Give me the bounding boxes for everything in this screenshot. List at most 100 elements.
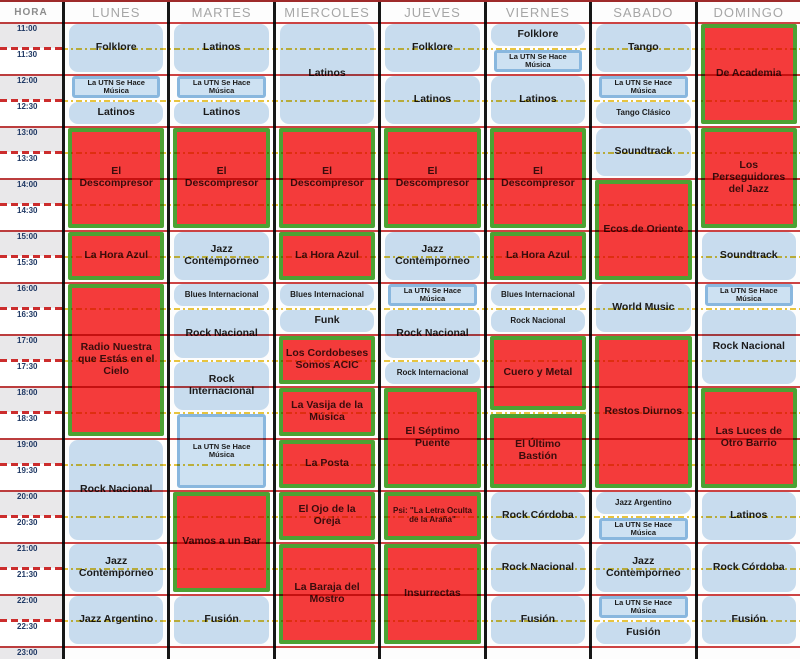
program-cell[interactable]: La UTN Se Hace Música	[72, 76, 161, 98]
program-cell[interactable]: Latinos	[174, 102, 269, 124]
program-cell[interactable]: Soundtrack	[701, 232, 796, 280]
program-cell[interactable]: Jazz Argentino	[596, 492, 691, 514]
time-band: 15:00	[0, 230, 62, 256]
program-cell[interactable]: Rock Internacional	[385, 362, 480, 384]
program-cell[interactable]: Rock Nacional	[701, 310, 796, 384]
program-cell[interactable]: Jazz Contemporneo	[385, 232, 480, 280]
program-cell[interactable]: Tango	[596, 24, 691, 72]
program-cell[interactable]: Fusión	[174, 596, 269, 644]
program-cell[interactable]: Rock Nacional	[385, 310, 480, 358]
program-cell[interactable]: El Descompresor	[384, 128, 481, 228]
program-cell[interactable]: El Séptimo Puente	[384, 388, 481, 488]
time-band: 13:30	[0, 151, 62, 178]
program-cell[interactable]: Blues Internacional	[490, 284, 586, 306]
time-band: 22:00	[0, 594, 62, 620]
time-band: 18:00	[0, 386, 62, 412]
program-cell[interactable]: Rock Córdoba	[490, 492, 586, 540]
program-cell[interactable]: El Descompresor	[278, 128, 376, 228]
day-column-viernes: VIERNES Folklore La UTN Se Hace Música Lati…	[483, 2, 589, 659]
program-cell[interactable]: Blues Internacional	[279, 284, 375, 306]
day-header: LUNES	[92, 4, 141, 20]
program-cell[interactable]: Jazz Contemporneo	[69, 544, 164, 592]
program-cell[interactable]: La UTN Se Hace Música	[177, 414, 266, 488]
day-column-domingo: DOMINGO De Academia Los Perseguidores del …	[694, 2, 800, 659]
day-column-lunes: LUNES Folklore La UTN Se Hace Música Latino…	[62, 2, 167, 659]
program-cell[interactable]: La Hora Azul	[278, 232, 376, 280]
program-cell[interactable]: La UTN Se Hace Música	[599, 596, 688, 618]
program-cell[interactable]: World Music	[596, 284, 691, 332]
program-cell[interactable]: Tango Clásico	[596, 102, 691, 124]
program-cell[interactable]: Fusión	[490, 596, 586, 644]
program-cell[interactable]: Jazz Contemporneo	[596, 544, 691, 592]
program-cell[interactable]: Latinos	[385, 76, 480, 124]
time-band: 21:00	[0, 542, 62, 568]
program-cell[interactable]: Latinos	[279, 24, 375, 124]
program-cell[interactable]: De Academia	[700, 24, 797, 124]
program-cell[interactable]: Rock Nacional	[490, 544, 586, 592]
program-cell[interactable]: Rock Nacional	[174, 310, 269, 358]
time-band: 13:00	[0, 126, 62, 152]
program-cell[interactable]: Radio Nuestra que Estás en el Cielo	[68, 284, 165, 436]
program-cell[interactable]: Insurrectas	[384, 544, 481, 644]
day-column-miercoles: MIERCOLES Latinos El Descompresor La Hora A…	[272, 2, 378, 659]
program-cell[interactable]: Psi: "La Letra Oculta de la Araña"	[384, 492, 481, 540]
program-cell[interactable]: Folklore	[69, 24, 164, 72]
program-cell[interactable]: Fusión	[701, 596, 796, 644]
day-columns: LUNES Folklore La UTN Se Hace Música Latino…	[62, 2, 800, 659]
time-label: 17:00	[17, 336, 38, 345]
day-header: JUEVES	[404, 4, 461, 20]
program-cell[interactable]: Folklore	[385, 24, 480, 72]
time-column: HORA 11:00 11:30 12:00 12:30 13:00 13:30 14:00…	[0, 2, 62, 659]
program-cell[interactable]: Latinos	[174, 24, 269, 72]
program-cell[interactable]: Soundtrack	[596, 128, 691, 176]
time-band: 23:00	[0, 646, 62, 659]
program-cell[interactable]: Rock Internacional	[174, 362, 269, 410]
time-band: 14:00	[0, 178, 62, 204]
program-cell[interactable]: La UTN Se Hace Música	[388, 284, 477, 306]
program-cell[interactable]: Las Luces de Otro Barrio	[700, 388, 797, 488]
program-cell[interactable]: Los Cordobeses Somos ACIC	[278, 336, 376, 384]
time-label: 22:30	[17, 622, 38, 631]
program-cell[interactable]: La Baraja del Mostro	[278, 544, 376, 644]
day-header: MARTES	[191, 4, 252, 20]
program-cell[interactable]: Ecos de Oriente	[595, 180, 692, 280]
time-label: 12:30	[17, 102, 38, 111]
time-column-header: HORA	[14, 6, 48, 18]
program-cell[interactable]: Los Perseguidores del Jazz	[700, 128, 797, 228]
time-label: 19:30	[17, 466, 38, 475]
program-cell[interactable]: La Posta	[278, 440, 376, 488]
time-band: 17:30	[0, 359, 62, 386]
program-cell[interactable]: La Vasija de la Música	[278, 388, 376, 436]
program-cell[interactable]: El Ojo de la Oreja	[278, 492, 376, 540]
program-cell[interactable]: Folklore	[490, 24, 586, 46]
program-cell[interactable]: El Descompresor	[173, 128, 270, 228]
time-band: 15:30	[0, 255, 62, 282]
time-band: 19:00	[0, 438, 62, 464]
program-cell[interactable]: Funk	[279, 310, 375, 332]
program-cell[interactable]: Rock Nacional	[490, 310, 586, 332]
program-cell[interactable]: Restos Diurnos	[595, 336, 692, 488]
program-cell[interactable]: Fusión	[596, 622, 691, 644]
program-cell[interactable]: Latinos	[701, 492, 796, 540]
program-cell[interactable]: Rock Nacional	[69, 440, 164, 540]
program-cell[interactable]: Blues Internacional	[174, 284, 269, 306]
program-cell[interactable]: La UTN Se Hace Música	[493, 50, 583, 72]
program-cell[interactable]: El Descompresor	[489, 128, 587, 228]
program-cell[interactable]: La UTN Se Hace Música	[599, 76, 688, 98]
day-column-martes: MARTES Latinos La UTN Se Hace Música Latino…	[167, 2, 272, 659]
program-cell[interactable]: La UTN Se Hace Música	[177, 76, 266, 98]
program-cell[interactable]: La Hora Azul	[68, 232, 165, 280]
program-cell[interactable]: La UTN Se Hace Música	[704, 284, 793, 306]
program-cell[interactable]: El Último Bastión	[489, 414, 587, 488]
program-cell[interactable]: Jazz Contemporneo	[174, 232, 269, 280]
program-cell[interactable]: La UTN Se Hace Música	[599, 518, 688, 540]
program-cell[interactable]: Vamos a un Bar	[173, 492, 270, 592]
program-cell[interactable]: El Descompresor	[68, 128, 165, 228]
program-cell[interactable]: Jazz Argentino	[69, 596, 164, 644]
program-cell[interactable]: Latinos	[490, 76, 586, 124]
program-cell[interactable]: Cuero y Metal	[489, 336, 587, 410]
program-cell[interactable]: Latinos	[69, 102, 164, 124]
program-cell[interactable]: Rock Córdoba	[701, 544, 796, 592]
day-header: MIERCOLES	[284, 4, 370, 20]
program-cell[interactable]: La Hora Azul	[489, 232, 587, 280]
